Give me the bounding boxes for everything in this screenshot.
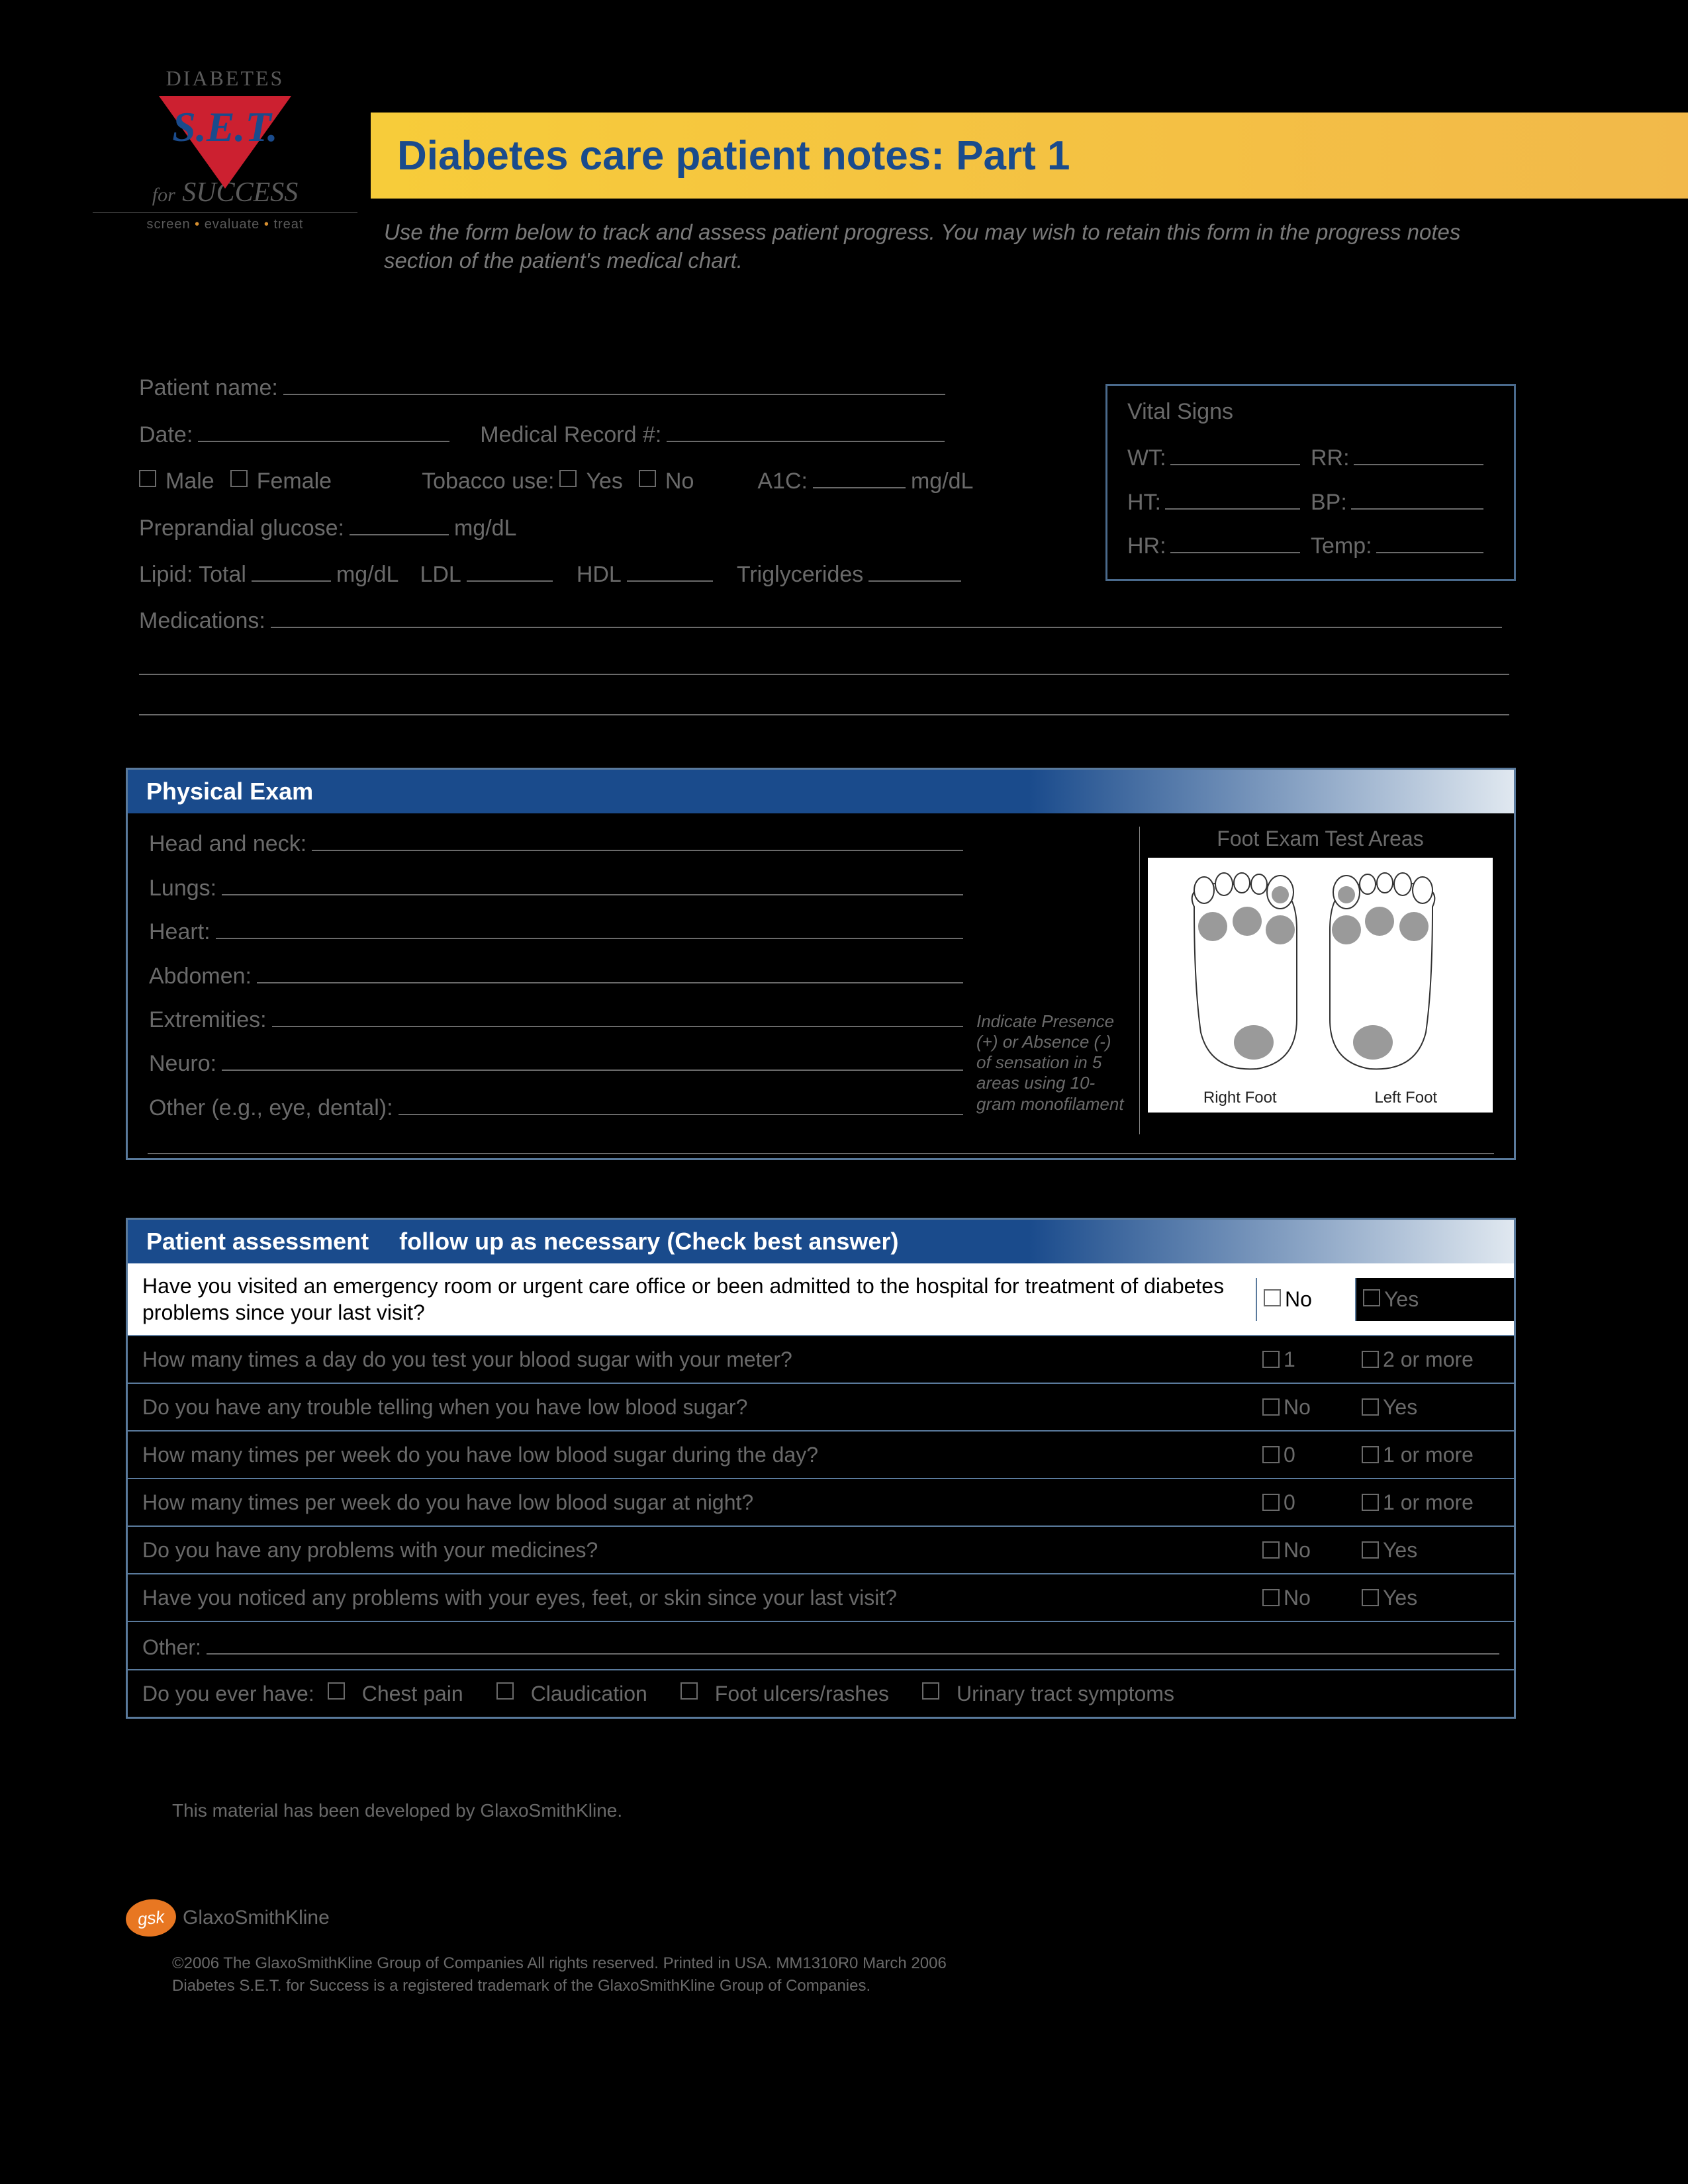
female-checkbox[interactable] (230, 470, 248, 487)
mrn-input[interactable] (667, 417, 945, 441)
instructions-text: Use the form below to track and assess p… (384, 218, 1516, 275)
extremities-input[interactable] (272, 1003, 963, 1027)
assess-other-input[interactable] (207, 1631, 1499, 1655)
title-banner: Diabetes care patient notes: Part 1 (371, 113, 1688, 199)
temp-input[interactable] (1376, 529, 1483, 553)
physical-exam-header: Physical Exam (128, 770, 1514, 813)
neuro-input[interactable] (222, 1046, 963, 1071)
preprandial-label: Preprandial glucose: (139, 516, 344, 541)
q3-no-checkbox[interactable] (1262, 1398, 1280, 1416)
hr-input[interactable] (1170, 529, 1300, 553)
tobacco-label: Tobacco use: (422, 469, 554, 494)
medications-input-3[interactable] (139, 691, 1509, 715)
q5-1more-checkbox[interactable] (1362, 1494, 1379, 1511)
abdomen-input[interactable] (257, 958, 963, 983)
logo-diabetes-text: DIABETES (93, 66, 357, 91)
foot-diagram: Right Foot Left Foot (1148, 858, 1493, 1113)
foot-exam-title: Foot Exam Test Areas (1148, 827, 1493, 851)
heart-input[interactable] (216, 915, 963, 939)
tobacco-no-checkbox[interactable] (639, 470, 656, 487)
foot-exam-note: Indicate Presence (+) or Absence (-) of … (976, 1011, 1129, 1134)
preprandial-input[interactable] (350, 510, 449, 535)
date-label: Date: (139, 422, 193, 448)
gsk-logo: gsk GlaxoSmithKline (126, 1899, 330, 1936)
foot-ulcers-checkbox[interactable] (680, 1682, 698, 1700)
a1c-input[interactable] (813, 464, 906, 488)
patient-name-input[interactable] (283, 371, 945, 395)
tobacco-yes-checkbox[interactable] (559, 470, 577, 487)
gsk-oval-icon: gsk (124, 1897, 177, 1939)
copyright-block: ©2006 The GlaxoSmithKline Group of Compa… (172, 1952, 1516, 1997)
right-foot-label: Right Foot (1203, 1089, 1277, 1107)
female-label: Female (257, 469, 332, 494)
wt-input[interactable] (1170, 441, 1300, 465)
q1-yes-checkbox[interactable] (1363, 1289, 1380, 1306)
vital-signs-box: Vital Signs WT: RR: HT: BP: HR: Temp: (1105, 384, 1516, 581)
q7-yes-checkbox[interactable] (1362, 1589, 1379, 1606)
assess-row-3: Do you have any trouble telling when you… (128, 1383, 1514, 1430)
patient-assessment-section: Patient assessment follow up as necessar… (126, 1218, 1516, 1719)
assess-row-6: Do you have any problems with your medic… (128, 1525, 1514, 1573)
assess-row-4: How many times per week do you have low … (128, 1430, 1514, 1478)
assess-row-5: How many times per week do you have low … (128, 1478, 1514, 1525)
male-checkbox[interactable] (139, 470, 156, 487)
ldl-input[interactable] (467, 557, 553, 582)
hdl-input[interactable] (627, 557, 713, 582)
rr-input[interactable] (1354, 441, 1483, 465)
medications-input-1[interactable] (271, 604, 1502, 628)
q1-no-checkbox[interactable] (1264, 1289, 1281, 1306)
mrn-label: Medical Record #: (480, 422, 661, 448)
ht-input[interactable] (1165, 484, 1300, 509)
q6-no-checkbox[interactable] (1262, 1541, 1280, 1559)
q2-1-checkbox[interactable] (1262, 1351, 1280, 1368)
q5-0-checkbox[interactable] (1262, 1494, 1280, 1511)
logo: DIABETES S.E.T. for SUCCESS screen • eva… (93, 66, 357, 232)
claudication-checkbox[interactable] (496, 1682, 514, 1700)
vital-signs-title: Vital Signs (1127, 399, 1494, 425)
assess-row-2: How many times a day do you test your bl… (128, 1335, 1514, 1383)
bp-input[interactable] (1351, 484, 1483, 509)
q4-0-checkbox[interactable] (1262, 1446, 1280, 1463)
assessment-header: Patient assessment follow up as necessar… (128, 1220, 1514, 1263)
physical-exam-section: Physical Exam Head and neck: Lungs: Hear… (126, 768, 1516, 1160)
q2-2more-checkbox[interactable] (1362, 1351, 1379, 1368)
assess-row-1: Have you visited an emergency room or ur… (128, 1263, 1514, 1335)
a1c-label: A1C: (757, 469, 808, 494)
q3-yes-checkbox[interactable] (1362, 1398, 1379, 1416)
assess-row-8: Do you ever have: Chest pain Claudicatio… (128, 1669, 1514, 1717)
logo-set-text: S.E.T. (93, 103, 357, 152)
assess-row-7: Have you noticed any problems with your … (128, 1573, 1514, 1621)
left-foot-label: Left Foot (1374, 1089, 1437, 1107)
medications-input-2[interactable] (139, 650, 1509, 674)
medications-label: Medications: (139, 608, 265, 634)
logo-tagline: screen • evaluate • treat (93, 212, 357, 232)
q4-1more-checkbox[interactable] (1362, 1446, 1379, 1463)
trig-input[interactable] (868, 557, 961, 582)
q6-yes-checkbox[interactable] (1362, 1541, 1379, 1559)
q7-no-checkbox[interactable] (1262, 1589, 1280, 1606)
lipid-label: Lipid: Total (139, 562, 246, 588)
pe-other-input[interactable] (399, 1090, 963, 1115)
assess-row-other: Other: (128, 1621, 1514, 1669)
head-neck-input[interactable] (312, 827, 963, 851)
logo-triangle: S.E.T. (93, 96, 357, 189)
lipid-total-input[interactable] (252, 557, 331, 582)
date-input[interactable] (198, 417, 449, 441)
gsk-name: GlaxoSmithKline (183, 1907, 330, 1929)
lungs-input[interactable] (222, 870, 963, 895)
title-text: Diabetes care patient notes: Part 1 (397, 132, 1070, 179)
chest-pain-checkbox[interactable] (328, 1682, 345, 1700)
patient-name-label: Patient name: (139, 375, 278, 401)
developed-by-note: This material has been developed by Glax… (172, 1800, 622, 1821)
male-label: Male (165, 469, 214, 494)
urinary-checkbox[interactable] (922, 1682, 939, 1700)
